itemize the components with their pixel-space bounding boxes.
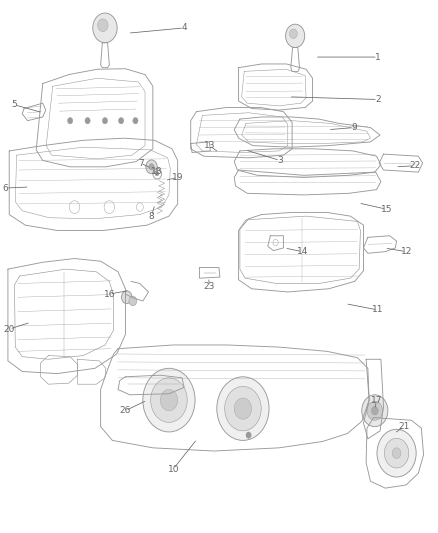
Circle shape [362,395,388,426]
Circle shape [149,164,154,170]
Text: 16: 16 [103,289,115,298]
Text: 9: 9 [351,123,357,132]
Text: 13: 13 [204,141,215,150]
Text: 18: 18 [152,166,163,175]
Text: 23: 23 [204,282,215,291]
Circle shape [234,398,252,419]
Text: 12: 12 [400,247,412,256]
Circle shape [217,377,269,440]
Text: 15: 15 [381,205,392,214]
Circle shape [67,117,73,124]
Circle shape [367,401,383,420]
Text: 2: 2 [375,95,381,104]
Circle shape [225,386,261,431]
Circle shape [151,378,187,422]
Text: 26: 26 [120,406,131,415]
Circle shape [146,160,157,174]
Text: 5: 5 [11,100,18,109]
Text: 7: 7 [138,159,144,167]
Circle shape [133,117,138,124]
Circle shape [98,19,108,31]
Text: 1: 1 [375,53,381,62]
Circle shape [143,368,195,432]
Text: 10: 10 [168,465,179,473]
Circle shape [102,117,108,124]
Circle shape [129,296,137,306]
Circle shape [85,117,90,124]
Circle shape [286,24,305,47]
Circle shape [392,448,401,458]
Text: 19: 19 [172,173,184,182]
Circle shape [385,438,409,468]
Circle shape [290,29,297,38]
Text: 17: 17 [371,395,382,405]
Text: 21: 21 [398,422,410,431]
Circle shape [155,172,159,176]
Text: 14: 14 [297,247,308,256]
Circle shape [371,407,378,415]
Circle shape [246,432,251,438]
Text: 11: 11 [372,305,384,314]
Text: 3: 3 [277,156,283,165]
Circle shape [118,117,124,124]
Circle shape [93,13,117,43]
Circle shape [160,390,178,411]
Text: 4: 4 [181,23,187,33]
Text: 6: 6 [3,183,9,192]
Circle shape [121,291,132,304]
Text: 20: 20 [4,325,15,334]
Text: 22: 22 [409,161,420,170]
Circle shape [377,429,416,477]
Text: 8: 8 [148,212,155,221]
